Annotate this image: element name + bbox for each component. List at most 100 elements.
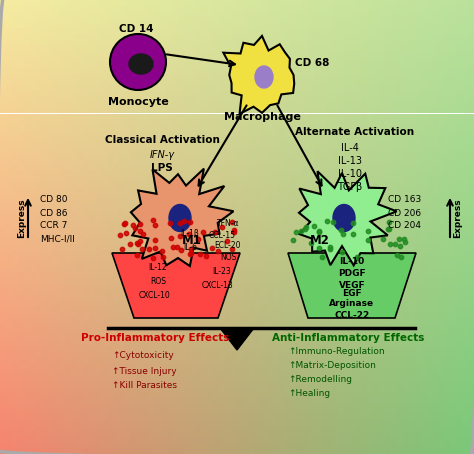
Bar <box>432 340 438 346</box>
Bar <box>195 97 201 102</box>
Bar <box>29 375 36 380</box>
Bar <box>190 340 195 346</box>
Bar <box>77 182 83 187</box>
Bar <box>83 290 89 295</box>
Text: VEGF: VEGF <box>339 281 365 291</box>
Bar <box>59 28 65 34</box>
Bar <box>284 301 290 306</box>
Bar <box>225 216 231 221</box>
Bar <box>47 176 53 182</box>
Bar <box>409 426 415 431</box>
Bar <box>344 130 349 136</box>
Bar <box>397 125 403 131</box>
Bar <box>468 23 474 28</box>
Bar <box>65 323 71 329</box>
Bar <box>47 391 53 397</box>
Bar <box>213 386 219 391</box>
Bar <box>124 437 130 443</box>
Bar <box>468 255 474 261</box>
Bar <box>367 216 373 221</box>
Bar <box>427 114 432 119</box>
Bar <box>456 255 462 261</box>
Bar <box>89 187 95 193</box>
Bar <box>65 420 71 426</box>
Bar <box>100 375 107 380</box>
Bar <box>409 17 415 23</box>
Bar <box>53 323 59 329</box>
Bar <box>243 79 249 85</box>
Bar <box>444 426 450 431</box>
Bar <box>53 414 59 420</box>
Bar <box>261 426 266 431</box>
Bar <box>65 352 71 357</box>
Bar <box>308 227 314 232</box>
Bar <box>284 352 290 357</box>
Bar <box>36 85 41 91</box>
Bar <box>391 426 397 431</box>
Bar <box>361 244 367 250</box>
Bar <box>237 68 243 74</box>
Bar <box>95 5 100 11</box>
Bar <box>178 23 183 28</box>
Bar <box>403 210 409 216</box>
Bar <box>71 295 77 301</box>
Bar <box>65 306 71 312</box>
Bar <box>36 255 41 261</box>
Bar <box>12 62 18 68</box>
Bar <box>18 290 24 295</box>
Bar <box>237 85 243 91</box>
Bar <box>444 11 450 17</box>
Bar <box>53 227 59 232</box>
Text: LPS: LPS <box>151 163 173 173</box>
Bar <box>255 346 261 352</box>
Bar <box>6 204 12 210</box>
Bar <box>219 414 225 420</box>
Bar <box>337 391 344 397</box>
Bar <box>450 437 456 443</box>
Bar <box>255 130 261 136</box>
Bar <box>41 119 47 125</box>
Bar <box>59 266 65 272</box>
Bar <box>0 403 6 409</box>
Bar <box>12 199 18 204</box>
Bar <box>29 74 36 79</box>
Bar <box>53 74 59 79</box>
Bar <box>18 409 24 414</box>
Bar <box>432 238 438 244</box>
Bar <box>302 199 308 204</box>
Bar <box>391 5 397 11</box>
Bar <box>65 443 71 448</box>
Bar <box>409 227 415 232</box>
Bar <box>255 187 261 193</box>
Bar <box>77 335 83 340</box>
Bar <box>172 114 178 119</box>
Bar <box>100 284 107 290</box>
Bar <box>112 142 118 148</box>
Bar <box>261 227 266 232</box>
Bar <box>415 414 420 420</box>
Bar <box>432 79 438 85</box>
Bar <box>71 301 77 306</box>
Bar <box>29 17 36 23</box>
Bar <box>290 380 296 386</box>
Bar <box>284 74 290 79</box>
Bar <box>326 0 332 5</box>
Bar <box>385 74 391 79</box>
Bar <box>172 312 178 318</box>
Bar <box>367 142 373 148</box>
Bar <box>284 414 290 420</box>
Bar <box>53 272 59 278</box>
Bar <box>361 397 367 403</box>
Bar <box>201 108 207 114</box>
Bar <box>361 369 367 375</box>
Bar <box>284 79 290 85</box>
Bar <box>41 369 47 375</box>
Bar <box>18 335 24 340</box>
Point <box>318 253 326 260</box>
Bar <box>213 266 219 272</box>
Bar <box>302 108 308 114</box>
Bar <box>178 357 183 363</box>
Bar <box>100 255 107 261</box>
Bar <box>379 130 385 136</box>
Bar <box>47 375 53 380</box>
